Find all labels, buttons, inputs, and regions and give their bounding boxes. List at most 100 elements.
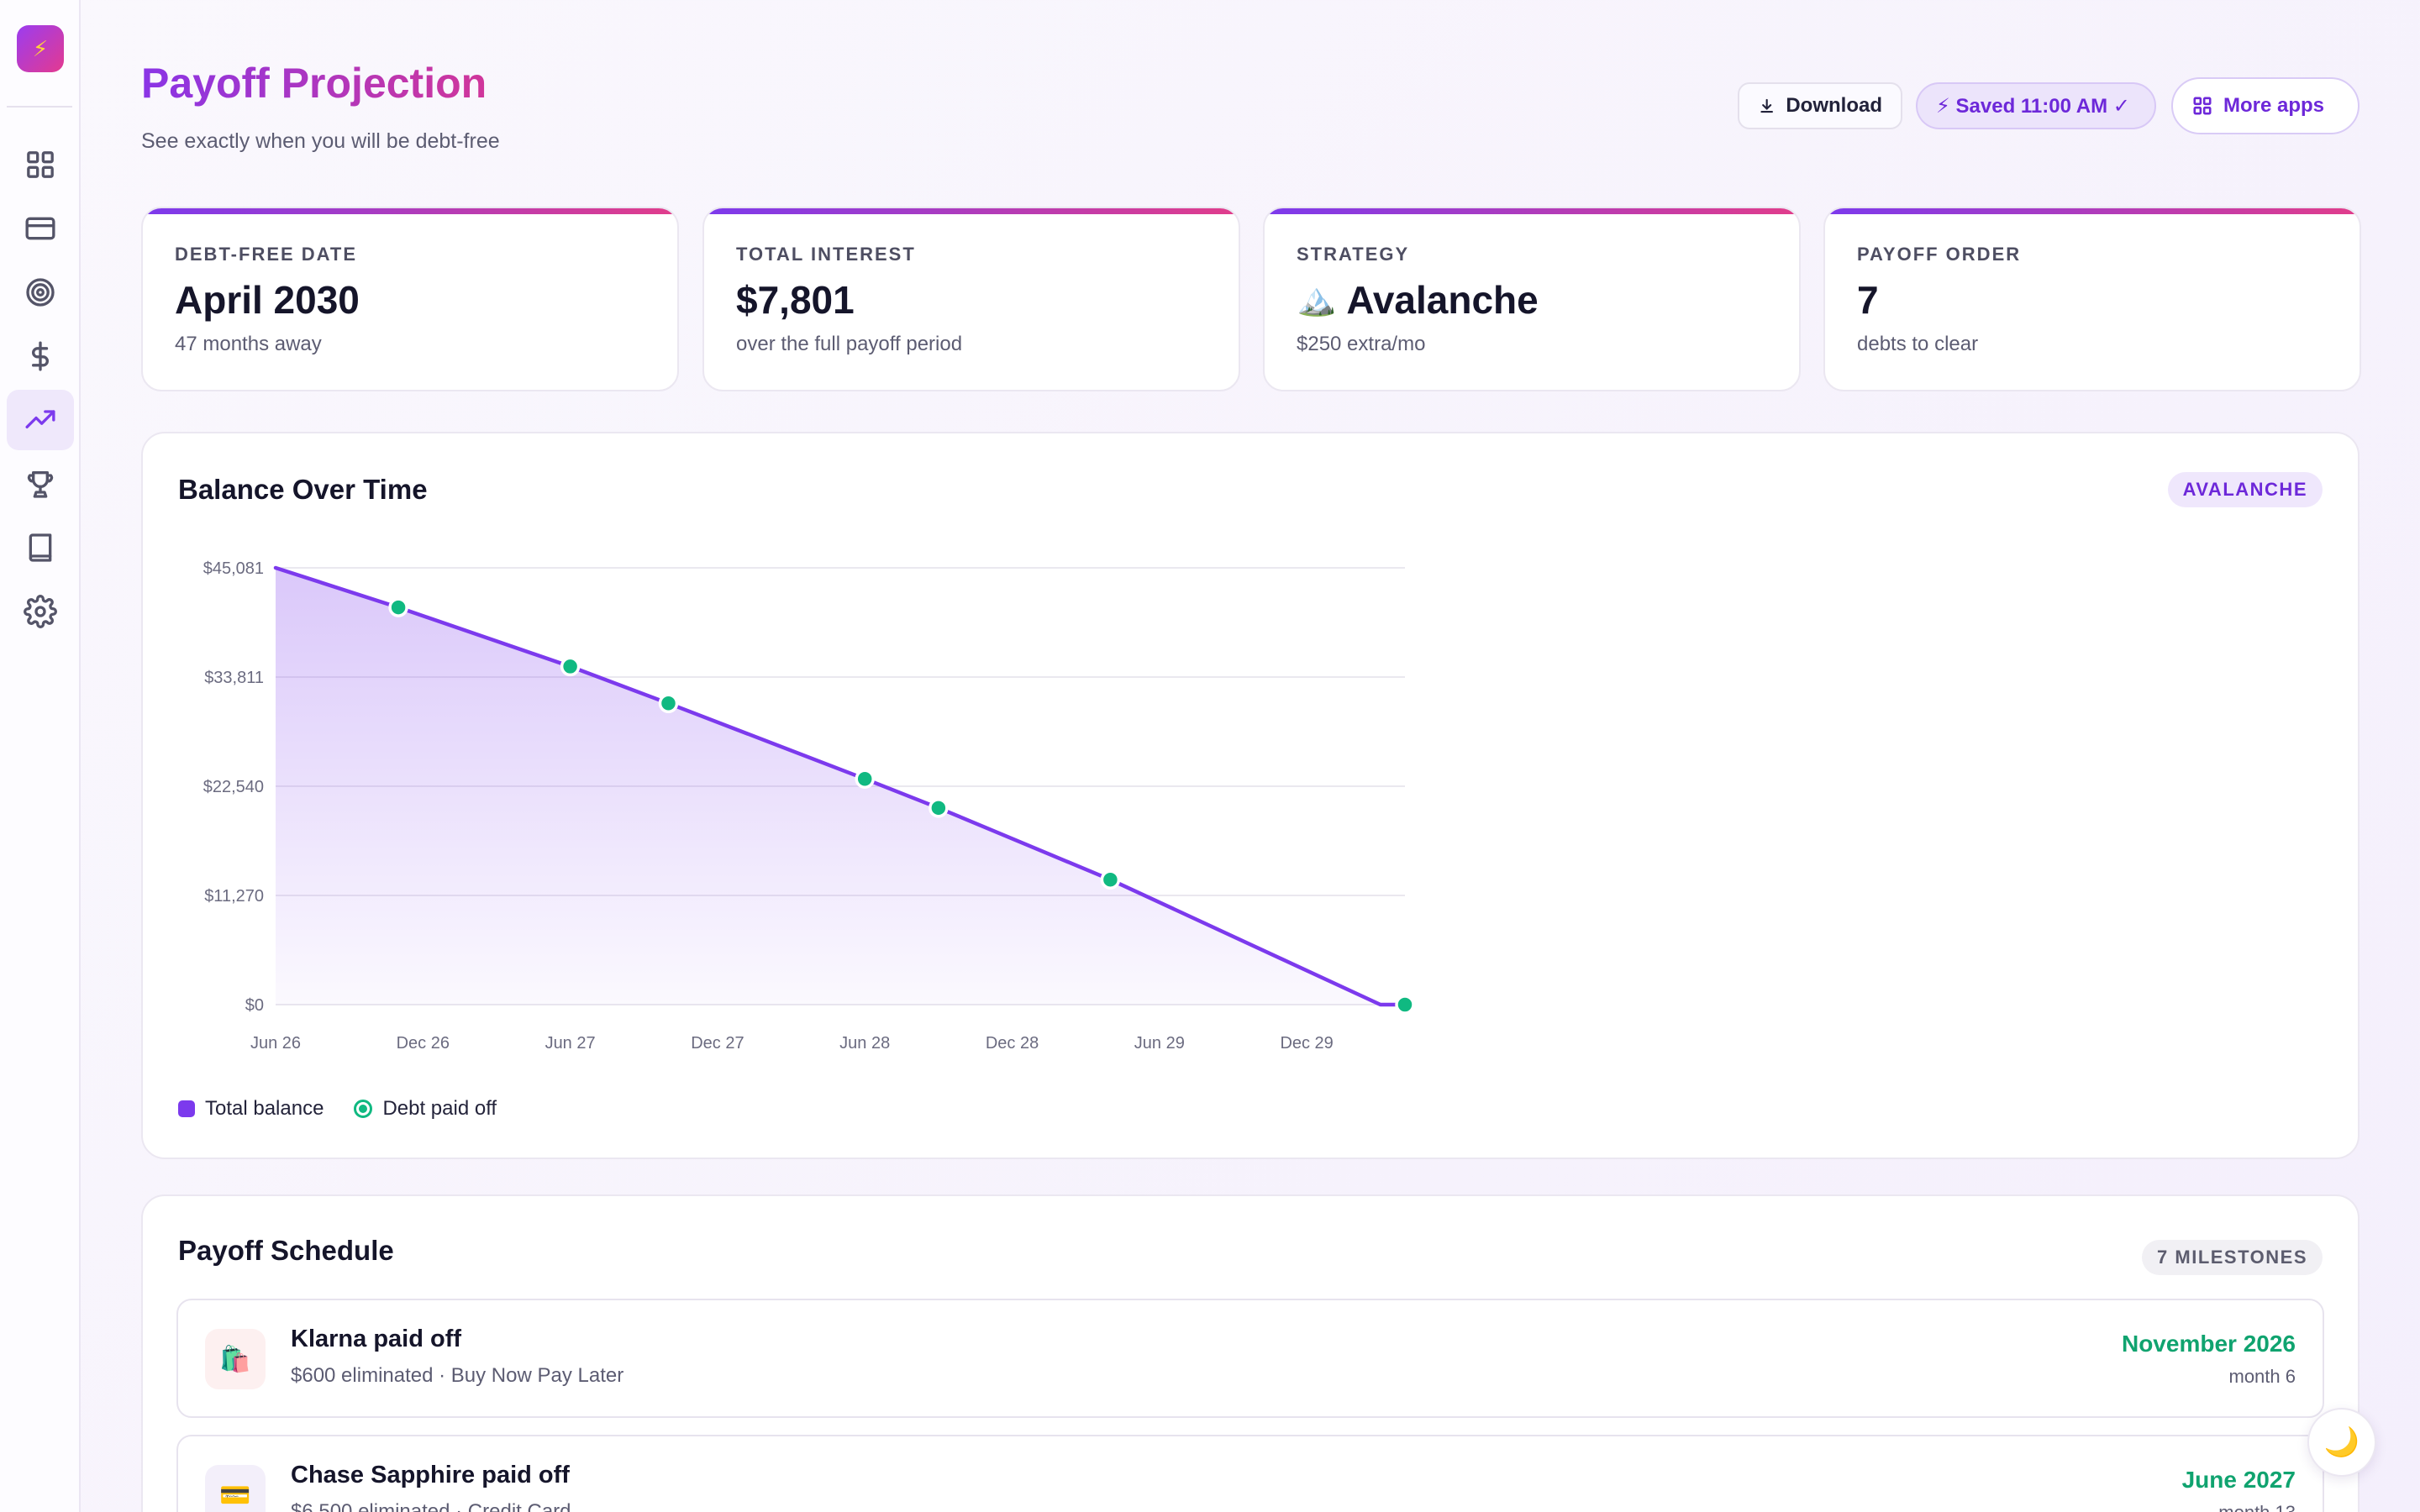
chart-legend: Total balance Debt paid off [178, 1097, 497, 1121]
stat-sub: $250 extra/mo [1297, 333, 1426, 355]
gear-icon [24, 595, 57, 628]
stat-sub: over the full payoff period [736, 333, 963, 355]
legend-label: Debt paid off [382, 1097, 497, 1120]
download-icon [1760, 98, 1773, 113]
y-tick-label: $33,811 [204, 669, 264, 687]
row-title: Klarna paid off [291, 1326, 462, 1352]
row-date: June 2027 [2181, 1467, 2296, 1493]
sidebar-item-achievements[interactable] [7, 454, 74, 514]
download-label: Download [1786, 94, 1882, 117]
milestone-point[interactable] [855, 769, 875, 789]
x-tick-label: Jun 29 [1134, 1034, 1185, 1053]
sidebar: ⚡ [0, 0, 81, 1512]
legend-swatch-paid [354, 1100, 373, 1118]
page-title: Payoff Projection [141, 60, 487, 107]
x-tick-label: Dec 28 [986, 1034, 1039, 1053]
balance-chart-panel: Balance Over Time AVALANCHE $45,081 $33,8… [141, 432, 2360, 1159]
schedule-title: Payoff Schedule [178, 1235, 394, 1266]
stat-value: $7,801 [736, 277, 855, 323]
trophy-icon [27, 471, 54, 498]
y-tick-label: $11,270 [204, 887, 264, 906]
legend-swatch-balance [178, 1100, 195, 1117]
x-tick-label: Dec 26 [397, 1034, 450, 1053]
sidebar-item-projection[interactable] [7, 390, 74, 450]
sidebar-item-dashboard[interactable] [7, 134, 74, 195]
credit-card-icon: 💳 [205, 1465, 266, 1512]
legend-debt-paid-off[interactable]: Debt paid off [354, 1097, 497, 1121]
list-item[interactable]: 💳 Chase Sapphire paid off $6,500 elimina… [176, 1435, 2324, 1512]
y-tick-label: $22,540 [203, 778, 264, 796]
stat-value: 7 [1857, 277, 1879, 323]
y-tick-label: $45,081 [203, 559, 264, 578]
row-subtitle: $600 eliminated · Buy Now Pay Later [291, 1364, 624, 1387]
milestone-point[interactable] [929, 798, 949, 818]
stat-card-strategy: STRATEGY 🏔️ Avalanche $250 extra/mo [1263, 207, 1801, 391]
stat-value-text: $7,801 [736, 278, 855, 322]
row-title: Chase Sapphire paid off [291, 1462, 570, 1488]
x-tick-label: Dec 29 [1280, 1034, 1333, 1053]
list-item[interactable]: 🛍️ Klarna paid off $600 eliminated · Buy… [176, 1299, 2324, 1418]
stat-card-payoff-order: PAYOFF ORDER 7 debts to clear [1823, 207, 2361, 391]
stat-value-text: 7 [1857, 278, 1879, 322]
shopping-bag-icon: 🛍️ [205, 1329, 266, 1389]
grid-icon [27, 151, 54, 178]
sidebar-item-goals[interactable] [7, 262, 74, 323]
milestone-point[interactable] [1395, 995, 1415, 1015]
balance-area [276, 568, 1405, 1005]
milestone-point[interactable] [560, 656, 581, 677]
strategy-badge: AVALANCHE [2167, 472, 2323, 507]
stat-card-total-interest: TOTAL INTEREST $7,801 over the full payo… [702, 207, 1240, 391]
milestone-point[interactable] [388, 597, 408, 617]
stat-label: PAYOFF ORDER [1857, 244, 2022, 265]
stat-value-text: Avalanche [1346, 278, 1539, 322]
target-icon [26, 278, 55, 307]
app-logo[interactable]: ⚡ [17, 25, 64, 72]
saved-label: ⚡ Saved 11:00 AM ✓ [1936, 94, 2130, 118]
legend-label: Total balance [205, 1097, 324, 1120]
sidebar-item-budget[interactable] [7, 326, 74, 386]
stat-value: April 2030 [175, 277, 360, 323]
x-tick-label: Dec 27 [691, 1034, 744, 1053]
balance-chart: $45,081 $33,811 $22,540 $11,270 $0 Jun 26 Dec… [203, 559, 1415, 1053]
saved-status-badge: ⚡ Saved 11:00 AM ✓ [1916, 82, 2156, 129]
stat-label: DEBT-FREE DATE [175, 244, 358, 265]
x-tick-label: Jun 26 [250, 1034, 301, 1053]
credit-card-icon [25, 217, 55, 240]
chart-title: Balance Over Time [178, 474, 428, 505]
y-tick-label: $0 [245, 996, 264, 1015]
row-month: month 6 [2228, 1366, 2296, 1387]
stat-value: 🏔️ Avalanche [1297, 277, 1539, 323]
sidebar-item-settings[interactable] [7, 581, 74, 642]
payoff-schedule-panel: Payoff Schedule 7 MILESTONES 🛍️ Klarna p… [141, 1194, 2360, 1512]
sidebar-item-learn[interactable] [7, 517, 74, 578]
stat-sub: debts to clear [1857, 333, 1979, 355]
stat-card-debt-free-date: DEBT-FREE DATE April 2030 47 months away [141, 207, 679, 391]
milestones-badge: 7 MILESTONES [2142, 1240, 2323, 1275]
x-tick-label: Jun 27 [545, 1034, 596, 1053]
trending-up-icon [25, 410, 55, 428]
row-month: month 13 [2218, 1502, 2296, 1512]
moon-icon: 🌙 [2323, 1426, 2360, 1458]
row-subtitle: $6,500 eliminated · Credit Card [291, 1500, 571, 1512]
mountain-icon: 🏔️ [1297, 282, 1337, 318]
book-icon [29, 533, 52, 562]
sidebar-divider [7, 106, 72, 108]
stat-value-text: April 2030 [175, 278, 360, 322]
download-button[interactable]: Download [1738, 82, 1902, 129]
bolt-icon: ⚡ [32, 35, 49, 61]
legend-total-balance[interactable]: Total balance [178, 1097, 324, 1121]
row-date: November 2026 [2121, 1331, 2296, 1357]
milestone-point[interactable] [1100, 869, 1121, 890]
apps-grid-icon [2193, 97, 2212, 115]
stat-label: STRATEGY [1297, 244, 1410, 265]
stat-label: TOTAL INTEREST [736, 244, 916, 265]
page-subtitle: See exactly when you will be debt-free [141, 129, 500, 153]
stat-sub: 47 months away [175, 333, 322, 355]
dollar-icon [32, 341, 49, 371]
x-tick-label: Jun 28 [839, 1034, 890, 1053]
more-apps-label: More apps [2223, 94, 2325, 117]
sidebar-item-debts[interactable] [7, 198, 74, 259]
milestone-point[interactable] [658, 693, 679, 714]
theme-toggle-button[interactable]: 🌙 [2307, 1408, 2376, 1477]
more-apps-button[interactable]: More apps [2171, 77, 2360, 134]
